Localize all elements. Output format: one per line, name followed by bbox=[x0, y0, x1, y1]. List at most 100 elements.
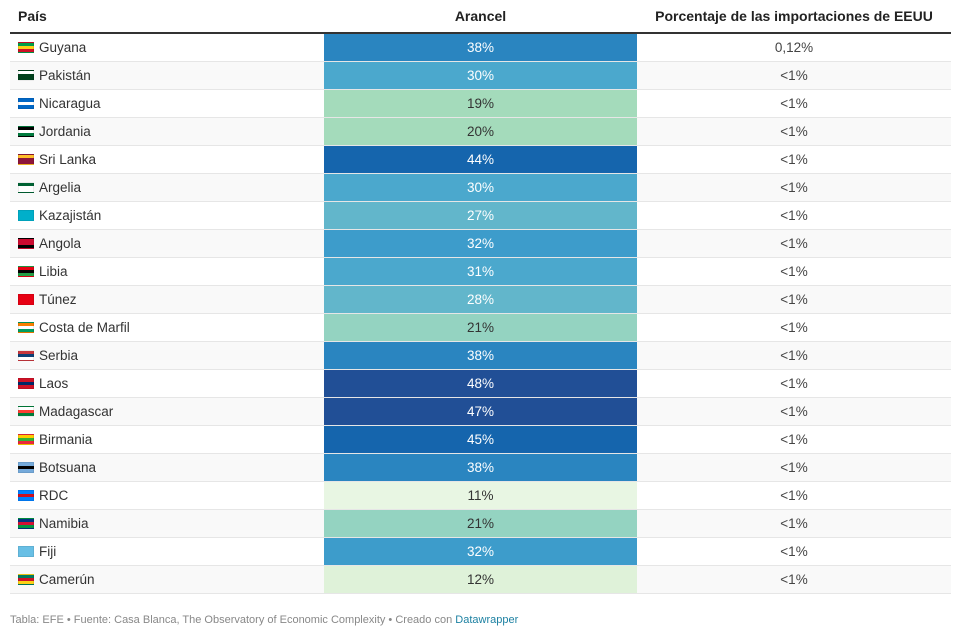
tariff-cell: 38% bbox=[324, 454, 637, 481]
tariff-cell: 32% bbox=[324, 538, 637, 565]
country-cell: Botsuana bbox=[10, 454, 324, 481]
table-row: Jordania 20% <1% bbox=[10, 118, 951, 146]
table-row: Sri Lanka 44% <1% bbox=[10, 146, 951, 174]
table-row: Fiji 32% <1% bbox=[10, 538, 951, 566]
tariff-cell: 30% bbox=[324, 62, 637, 89]
table-row: Túnez 28% <1% bbox=[10, 286, 951, 314]
share-cell: <1% bbox=[780, 348, 808, 363]
tariff-cell: 30% bbox=[324, 174, 637, 201]
flag-icon bbox=[18, 350, 34, 361]
country-name: Camerún bbox=[39, 572, 95, 587]
tariff-cell: 32% bbox=[324, 230, 637, 257]
tariff-cell: 38% bbox=[324, 34, 637, 61]
country-cell: Angola bbox=[10, 230, 324, 257]
share-cell: <1% bbox=[780, 292, 808, 307]
country-name: Botsuana bbox=[39, 460, 97, 475]
share-cell: <1% bbox=[780, 572, 808, 587]
flag-icon bbox=[18, 378, 34, 389]
table-row: Botsuana 38% <1% bbox=[10, 454, 951, 482]
country-name: Túnez bbox=[39, 292, 77, 307]
table-row: Namibia 21% <1% bbox=[10, 510, 951, 538]
country-name: Birmania bbox=[39, 432, 93, 447]
country-cell: Túnez bbox=[10, 286, 324, 313]
share-cell: <1% bbox=[780, 376, 808, 391]
table-row: Nicaragua 19% <1% bbox=[10, 90, 951, 118]
share-cell: <1% bbox=[780, 96, 808, 111]
header-share[interactable]: Porcentaje de las importaciones de EEUU bbox=[655, 8, 933, 24]
flag-icon bbox=[18, 406, 34, 417]
share-cell: <1% bbox=[780, 460, 808, 475]
share-cell: <1% bbox=[780, 152, 808, 167]
country-name: Kazajistán bbox=[39, 208, 102, 223]
share-cell: <1% bbox=[780, 320, 808, 335]
flag-icon bbox=[18, 126, 34, 137]
table-header: País Arancel Porcentaje de las importaci… bbox=[10, 0, 951, 34]
footer-text: Tabla: EFE • Fuente: Casa Blanca, The Ob… bbox=[10, 614, 456, 626]
country-name: Jordania bbox=[39, 124, 91, 139]
country-name: Guyana bbox=[39, 40, 87, 55]
share-cell: <1% bbox=[780, 488, 808, 503]
flag-icon bbox=[18, 434, 34, 445]
flag-icon bbox=[18, 546, 34, 557]
table-row: Birmania 45% <1% bbox=[10, 426, 951, 454]
country-cell: RDC bbox=[10, 482, 324, 509]
table-row: Argelia 30% <1% bbox=[10, 174, 951, 202]
table-row: Camerún 12% <1% bbox=[10, 566, 951, 594]
share-cell: <1% bbox=[780, 208, 808, 223]
tariff-cell: 48% bbox=[324, 370, 637, 397]
tariff-cell: 44% bbox=[324, 146, 637, 173]
share-cell: <1% bbox=[780, 68, 808, 83]
share-cell: <1% bbox=[780, 180, 808, 195]
tariff-cell: 31% bbox=[324, 258, 637, 285]
country-name: Libia bbox=[39, 264, 68, 279]
flag-icon bbox=[18, 98, 34, 109]
share-cell: <1% bbox=[780, 264, 808, 279]
country-cell: Laos bbox=[10, 370, 324, 397]
flag-icon bbox=[18, 490, 34, 501]
table-row: Laos 48% <1% bbox=[10, 370, 951, 398]
country-name: Pakistán bbox=[39, 68, 91, 83]
country-name: Nicaragua bbox=[39, 96, 101, 111]
table-row: Costa de Marfil 21% <1% bbox=[10, 314, 951, 342]
footer: Tabla: EFE • Fuente: Casa Blanca, The Ob… bbox=[10, 614, 518, 626]
share-cell: <1% bbox=[780, 516, 808, 531]
share-cell: <1% bbox=[780, 544, 808, 559]
country-cell: Pakistán bbox=[10, 62, 324, 89]
flag-icon bbox=[18, 574, 34, 585]
share-cell: 0,12% bbox=[774, 40, 814, 55]
share-cell: <1% bbox=[780, 404, 808, 419]
table-row: Pakistán 30% <1% bbox=[10, 62, 951, 90]
flag-icon bbox=[18, 70, 34, 81]
share-cell: <1% bbox=[780, 432, 808, 447]
country-name: Argelia bbox=[39, 180, 82, 195]
flag-icon bbox=[18, 322, 34, 333]
flag-icon bbox=[18, 518, 34, 529]
country-cell: Namibia bbox=[10, 510, 324, 537]
country-cell: Madagascar bbox=[10, 398, 324, 425]
tariff-cell: 38% bbox=[324, 342, 637, 369]
tariff-cell: 19% bbox=[324, 90, 637, 117]
datawrapper-link[interactable]: Datawrapper bbox=[455, 614, 519, 626]
tariff-cell: 47% bbox=[324, 398, 637, 425]
table-row: Madagascar 47% <1% bbox=[10, 398, 951, 426]
country-cell: Guyana bbox=[10, 34, 324, 61]
country-name: Fiji bbox=[39, 544, 57, 559]
country-name: RDC bbox=[39, 488, 69, 503]
flag-icon bbox=[18, 42, 34, 53]
country-name: Costa de Marfil bbox=[39, 320, 130, 335]
country-cell: Camerún bbox=[10, 566, 324, 593]
tariff-cell: 21% bbox=[324, 314, 637, 341]
tariff-cell: 28% bbox=[324, 286, 637, 313]
table-row: Kazajistán 27% <1% bbox=[10, 202, 951, 230]
header-tariff[interactable]: Arancel bbox=[454, 8, 507, 24]
table-body: Guyana 38% 0,12% Pakistán 30% <1% Nicaragua 19%… bbox=[10, 34, 951, 594]
tariff-table: País Arancel Porcentaje de las importaci… bbox=[10, 0, 951, 594]
header-country[interactable]: País bbox=[18, 8, 47, 24]
tariff-cell: 27% bbox=[324, 202, 637, 229]
country-name: Angola bbox=[39, 236, 82, 251]
flag-icon bbox=[18, 238, 34, 249]
flag-icon bbox=[18, 182, 34, 193]
country-name: Namibia bbox=[39, 516, 89, 531]
country-cell: Sri Lanka bbox=[10, 146, 324, 173]
country-name: Sri Lanka bbox=[39, 152, 97, 167]
